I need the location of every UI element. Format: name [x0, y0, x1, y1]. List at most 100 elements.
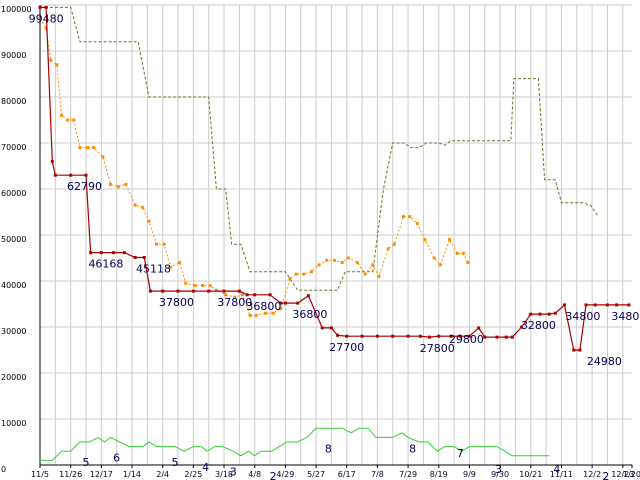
y-tick-label: 10000 [1, 419, 26, 428]
data-label: 34800 [611, 310, 640, 323]
series-point-min [176, 289, 180, 293]
series-point-min [406, 334, 410, 338]
data-label: 3 [495, 463, 502, 476]
series-point-avg [101, 155, 105, 159]
series-point-avg [184, 281, 188, 285]
series-point-min [615, 303, 619, 307]
series-point-avg [294, 272, 298, 276]
series-point-min [563, 303, 567, 307]
series-point-avg [377, 274, 381, 278]
x-tick-label: 4/8 [248, 470, 261, 479]
x-tick-label: 2/4 [156, 470, 169, 479]
series-point-avg [66, 118, 70, 122]
data-label: 37800 [217, 296, 252, 309]
data-label: 99480 [29, 12, 64, 25]
series-point-avg [288, 277, 292, 281]
series-point-min [296, 301, 300, 305]
series-point-avg [447, 238, 451, 242]
series-point-min [477, 326, 481, 330]
series-point-min [222, 289, 226, 293]
series-point-min [495, 335, 499, 339]
series-point-avg [248, 314, 252, 317]
series-point-min [191, 289, 195, 293]
series-point-avg [386, 247, 390, 251]
series-point-min [99, 251, 103, 255]
series-point-avg [124, 182, 128, 186]
series-point-min [520, 325, 524, 329]
data-label: 46168 [88, 258, 123, 271]
series-point-avg [72, 118, 76, 122]
y-tick-label: 90000 [1, 51, 26, 60]
series-point-avg [271, 311, 275, 315]
data-label: 32800 [521, 319, 556, 332]
series-point-min [161, 289, 165, 293]
data-label: 4 [202, 461, 209, 474]
series-point-avg [38, 17, 42, 21]
series-point-avg [78, 146, 82, 150]
y-tick-label: 40000 [1, 281, 26, 290]
series-point-avg [55, 63, 59, 67]
series-point-min [605, 303, 609, 307]
series-point-avg [438, 263, 442, 267]
series-point-avg [240, 293, 244, 297]
x-tick-label: 11/5 [31, 470, 49, 479]
grid-lines [39, 4, 632, 466]
series-point-min [345, 334, 349, 338]
x-tick-label: 7/29 [399, 470, 417, 479]
series-point-avg [92, 146, 96, 150]
x-tick-label: 4/29 [276, 470, 294, 479]
y-tick-label: 60000 [1, 189, 26, 198]
data-label: 36800 [292, 308, 327, 321]
x-tick-label: 5/27 [307, 470, 325, 479]
series-point-min [320, 326, 324, 330]
series-point-avg [155, 242, 159, 246]
series-point-min [449, 334, 453, 338]
y-tick-label: 30000 [1, 327, 26, 336]
series-point-avg [224, 293, 228, 297]
x-tick-label: 3/18 [215, 470, 233, 479]
series-point-min [391, 334, 395, 338]
series-point-min [133, 255, 137, 259]
series-point-avg [178, 261, 182, 265]
series-point-avg [109, 182, 113, 186]
series-point-avg [208, 284, 212, 288]
series-point-avg [432, 256, 436, 260]
series-point-min [148, 289, 152, 293]
series-point-min [483, 335, 487, 339]
x-tick-label: 8/19 [430, 470, 448, 479]
x-tick-label: 2/25 [184, 470, 202, 479]
x-tick-labels: 11/5 11/26 12/17 1/14 2/4 2/25 3/18 4/8 4/29 5/27… [31, 470, 640, 479]
series-point-avg [363, 272, 367, 276]
series-point-avg [279, 307, 283, 311]
x-tick-label: 11/26 [59, 470, 82, 479]
series-point-avg [49, 58, 53, 62]
series-point-min [627, 303, 631, 307]
x-tick-label: 9/30 [491, 470, 509, 479]
x-tick-label: 6/17 [338, 470, 356, 479]
series-point-min [237, 289, 241, 293]
series-point-min [510, 335, 514, 339]
x-tick-label: 12/23 [611, 470, 634, 479]
x-tick-label: 1/20 [623, 470, 640, 479]
series-point-avg [423, 238, 427, 242]
series-point-avg [193, 284, 197, 288]
y-tick-label: 20000 [1, 373, 26, 382]
series-point-avg [141, 205, 145, 209]
series-point-avg [162, 242, 166, 246]
series-point-min [38, 5, 42, 9]
series-point-avg [59, 113, 63, 117]
data-label: 5 [83, 456, 90, 469]
series-point-min [360, 334, 364, 338]
series-point-min [578, 348, 582, 352]
series-point-min [306, 294, 310, 298]
series-point-avg [302, 272, 306, 276]
series-point-min [245, 293, 249, 297]
data-label: 24980 [587, 355, 622, 368]
series-point-min [142, 255, 146, 259]
series-point-min [336, 333, 340, 337]
y-tick-label: 80000 [1, 97, 26, 106]
data-label: 27800 [420, 342, 455, 355]
series-point-avg [263, 311, 267, 315]
